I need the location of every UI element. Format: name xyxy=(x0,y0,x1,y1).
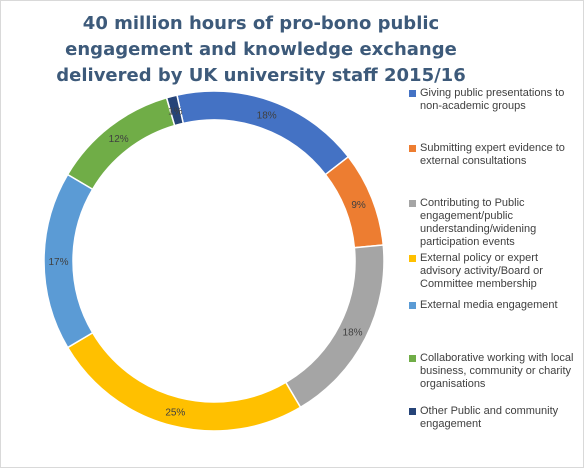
legend-swatch-4 xyxy=(409,255,416,262)
legend-swatch-1 xyxy=(409,90,416,97)
legend-label-4: External policy or expert advisory activ… xyxy=(420,252,543,290)
legend-swatch-2 xyxy=(409,145,416,152)
chart-title: 40 million hours of pro-bono public enga… xyxy=(56,13,466,86)
legend-item-6: Collaborative working with local busines… xyxy=(409,352,581,391)
slice-value-label-2: 9% xyxy=(351,200,366,211)
legend-swatch-7 xyxy=(409,408,416,415)
legend-swatch-6 xyxy=(409,355,416,362)
legend-item-4: External policy or expert advisory activ… xyxy=(409,252,581,291)
slice-value-label-5: 17% xyxy=(48,257,68,268)
legend-label-2: Submitting expert evidence to external c… xyxy=(420,142,565,167)
slice-value-label-1: 18% xyxy=(257,111,277,122)
legend-item-1: Giving public presentations to non-acade… xyxy=(409,87,581,113)
donut-slice-3 xyxy=(284,244,385,409)
legend-label-5: External media engagement xyxy=(420,299,558,311)
slice-value-label-6: 12% xyxy=(109,134,129,145)
slice-value-label-3: 18% xyxy=(343,328,363,339)
donut-slice-7 xyxy=(165,94,185,127)
legend-swatch-3 xyxy=(409,200,416,207)
legend-label-1: Giving public presentations to non-acade… xyxy=(420,87,565,112)
legend-swatch-5 xyxy=(409,302,416,309)
legend-label-6: Collaborative working with local busines… xyxy=(420,352,574,390)
legend-item-3: Contributing to Public engagement/public… xyxy=(409,197,581,249)
legend-item-2: Submitting expert evidence to external c… xyxy=(409,142,581,168)
legend-label-3: Contributing to Public engagement/public… xyxy=(420,197,537,248)
donut-slice-1 xyxy=(176,90,350,176)
slice-value-label-7: 1% xyxy=(168,106,183,117)
legend-label-7: Other Public and community engagement xyxy=(420,405,559,430)
legend-item-7: Other Public and community engagement xyxy=(409,405,581,431)
legend-item-5: External media engagement xyxy=(409,299,581,312)
slice-value-label-4: 25% xyxy=(165,408,185,419)
